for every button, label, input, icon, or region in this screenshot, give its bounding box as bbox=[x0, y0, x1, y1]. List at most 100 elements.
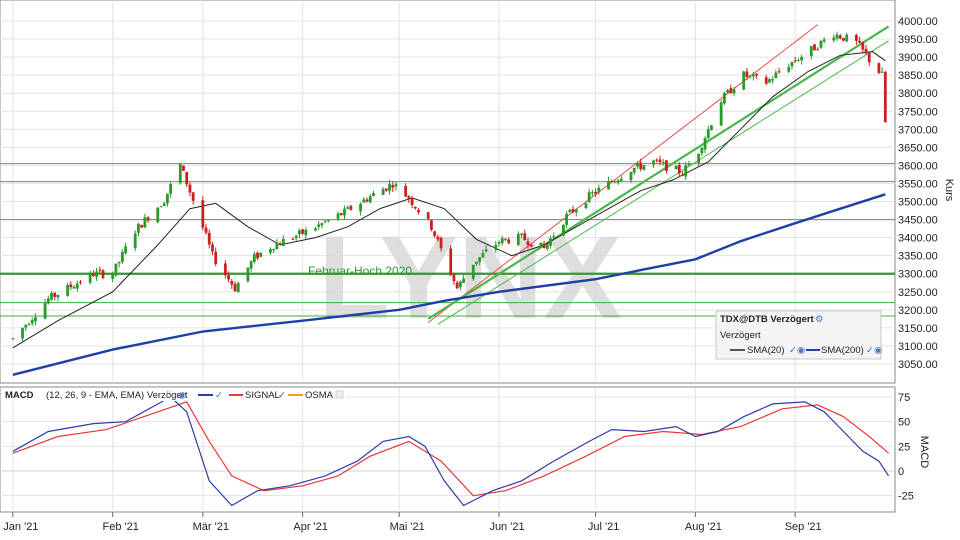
x-tick-label: Jul '21 bbox=[588, 521, 619, 533]
candle-down bbox=[655, 159, 659, 161]
candle-up bbox=[481, 253, 485, 258]
candle-up bbox=[66, 284, 70, 296]
candle-up bbox=[478, 257, 482, 262]
candle-up bbox=[835, 34, 839, 39]
candle-up bbox=[294, 235, 298, 239]
candle-up bbox=[819, 40, 823, 48]
candle-up bbox=[597, 187, 601, 193]
candle-down bbox=[404, 185, 408, 197]
legend-globe-icon[interactable]: ⚙ bbox=[815, 314, 824, 325]
candle-up bbox=[72, 286, 76, 289]
candle-down bbox=[291, 238, 295, 240]
candle-up bbox=[497, 241, 501, 244]
candle-up bbox=[362, 199, 366, 203]
candle-up bbox=[774, 72, 778, 78]
candle-up bbox=[771, 78, 775, 81]
macd-y-tick: 75 bbox=[898, 392, 910, 404]
candle-up bbox=[323, 221, 327, 223]
candle-down bbox=[188, 184, 192, 193]
candle-down bbox=[529, 244, 533, 247]
candle-down bbox=[410, 198, 414, 206]
candle-up bbox=[159, 206, 163, 208]
candle-down bbox=[101, 270, 105, 278]
candle-up bbox=[797, 60, 800, 62]
candle-up bbox=[458, 281, 462, 288]
candle-down bbox=[745, 71, 749, 77]
candle-down bbox=[867, 53, 871, 63]
candle-up bbox=[236, 282, 240, 293]
candle-down bbox=[146, 217, 150, 221]
candle-down bbox=[365, 199, 369, 202]
candle-down bbox=[140, 224, 144, 228]
candle-up bbox=[687, 163, 691, 166]
candle-up bbox=[162, 203, 166, 206]
candle-up bbox=[462, 278, 465, 283]
candle-down bbox=[91, 273, 95, 277]
candle-up bbox=[34, 317, 37, 322]
candle-down bbox=[523, 233, 527, 241]
candle-up bbox=[111, 274, 115, 279]
candle-down bbox=[864, 48, 868, 54]
candle-up bbox=[46, 298, 50, 304]
osma-toggle-box[interactable] bbox=[335, 390, 344, 399]
candle-up bbox=[590, 192, 594, 194]
price-legend: TDX@DTB Verzögert ⚙ Verzögert SMA(20) ✓ … bbox=[715, 310, 883, 360]
macd-check-icon[interactable]: ✓ bbox=[215, 390, 223, 401]
legend-sma200-check-icon[interactable]: ✓ bbox=[866, 345, 874, 356]
price-grid bbox=[0, 20, 895, 365]
candle-up bbox=[520, 233, 523, 235]
price-y-tick: 3050.00 bbox=[898, 359, 938, 371]
candle-up bbox=[584, 203, 588, 209]
candle-up bbox=[320, 223, 324, 226]
candle-up bbox=[120, 251, 124, 263]
candle-up bbox=[326, 219, 330, 222]
price-y-tick: 3600.00 bbox=[898, 160, 938, 172]
price-y-tick: 3450.00 bbox=[898, 215, 938, 227]
candle-down bbox=[665, 160, 668, 171]
macd-y-tick: 25 bbox=[898, 441, 910, 453]
price-y-tick: 3150.00 bbox=[898, 323, 938, 335]
candle-up bbox=[751, 74, 755, 77]
signal-check-icon[interactable]: ✓ bbox=[278, 390, 286, 401]
candle-down bbox=[455, 282, 459, 289]
candle-up bbox=[314, 228, 317, 231]
legend-sma200-label: SMA(200) bbox=[821, 345, 864, 356]
legend-sma20-check-icon[interactable]: ✓ bbox=[789, 345, 797, 356]
candle-down bbox=[417, 209, 420, 213]
candle-up bbox=[549, 238, 552, 246]
candle-up bbox=[24, 325, 28, 328]
price-y-tick: 3350.00 bbox=[898, 251, 938, 263]
candle-down bbox=[658, 159, 662, 163]
candle-down bbox=[838, 35, 842, 39]
candle-down bbox=[227, 275, 230, 280]
trend-lines bbox=[427, 24, 890, 325]
macd-y-tick: 0 bbox=[898, 466, 904, 478]
candle-down bbox=[407, 196, 411, 200]
price-y-axis-label: Kurs bbox=[943, 179, 955, 202]
legend-sma20-settings-icon[interactable]: ◉ bbox=[797, 345, 806, 356]
macd-params: (12, 26, 9 - EMA, EMA) Verzögert bbox=[46, 390, 188, 401]
macd-globe-icon[interactable]: ◉ bbox=[178, 390, 187, 401]
candle-up bbox=[114, 263, 118, 276]
candle-up bbox=[568, 209, 572, 213]
candle-up bbox=[613, 181, 617, 183]
candle-down bbox=[816, 49, 820, 51]
candle-up bbox=[394, 184, 398, 187]
candle-down bbox=[594, 192, 597, 194]
x-axis: Jan '21 Feb '21 Mär '21 Apr '21 Mai '21 Jun '… bbox=[3, 512, 822, 533]
candle-up bbox=[259, 252, 263, 257]
candle-up bbox=[166, 193, 169, 204]
candle-down bbox=[681, 174, 684, 176]
signal-label: SIGNAL bbox=[245, 390, 280, 401]
sma200-line bbox=[12, 193, 886, 376]
legend-sma200-settings-icon[interactable]: ◉ bbox=[874, 345, 883, 356]
candle-up bbox=[587, 191, 591, 203]
candle-up bbox=[381, 189, 385, 195]
candle-down bbox=[182, 165, 185, 171]
candle-down bbox=[504, 238, 507, 240]
candle-up bbox=[545, 244, 549, 249]
candle-up bbox=[539, 242, 543, 248]
candle-up bbox=[787, 67, 791, 72]
candle-down bbox=[339, 213, 343, 216]
candle-up bbox=[359, 203, 362, 212]
